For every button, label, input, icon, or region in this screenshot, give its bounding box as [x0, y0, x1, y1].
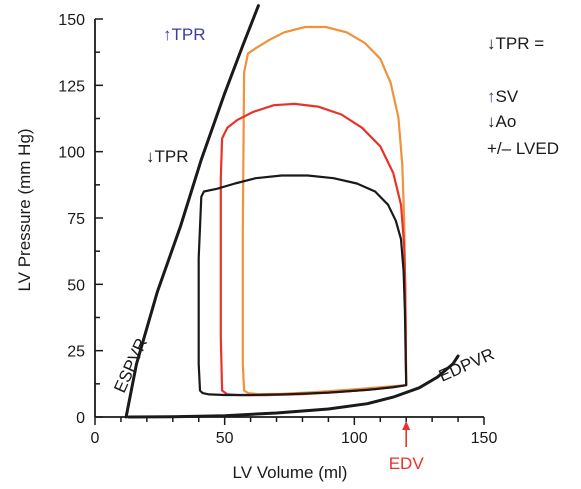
pv-loop-low-tpr: [219, 102, 408, 397]
edpvr-label: EDPVR: [436, 344, 497, 385]
x-ticks: 0 50 100 150: [91, 417, 498, 447]
legend-tpr-decrease: ↓TPR =: [487, 34, 544, 53]
tpr-up-label: ↑TPR: [163, 25, 206, 44]
pv-loop-baseline: [197, 174, 408, 397]
y-tick-label: 100: [58, 145, 85, 162]
espvr-line: [124, 4, 260, 419]
plot-curves: [124, 4, 460, 419]
x-tick-label: 0: [91, 430, 100, 447]
effects-legend: ↓TPR = ↑SV ↓Ao +/– LVED: [487, 34, 559, 158]
tpr-down-label: ↓TPR: [146, 147, 189, 166]
y-tick-label: 125: [58, 78, 85, 95]
x-tick-label: 150: [471, 430, 498, 447]
espvr-label: ESPVR: [110, 335, 151, 395]
edv-marker: EDV: [389, 421, 425, 473]
legend-lved: +/– LVED: [487, 139, 559, 158]
y-tick-label: 25: [67, 344, 85, 361]
sv-label: SV: [496, 87, 519, 106]
y-axis-title: LV Pressure (mm Hg): [15, 128, 34, 291]
edv-arrow-head: [402, 421, 411, 430]
x-tick-label: 50: [216, 430, 234, 447]
edpvr-curve: [127, 354, 460, 419]
y-tick-label: 150: [58, 12, 85, 29]
y-ticks: 0 25 50 75 100 125 150: [58, 12, 103, 427]
axes: 0 50 100 150 0 25 50 75 100 125 150: [58, 12, 497, 447]
edv-label: EDV: [389, 454, 425, 473]
y-tick-label: 50: [67, 277, 85, 294]
x-tick-label: 100: [341, 430, 368, 447]
pv-loop-high-tpr: [241, 25, 408, 396]
legend-sv: ↑SV: [487, 87, 519, 106]
sv-up-arrow: ↑: [487, 87, 496, 106]
x-axis-title: LV Volume (ml): [233, 463, 348, 482]
y-tick-label: 75: [67, 211, 85, 228]
y-tick-label: 0: [76, 410, 85, 427]
legend-ao: ↓Ao: [487, 112, 516, 131]
